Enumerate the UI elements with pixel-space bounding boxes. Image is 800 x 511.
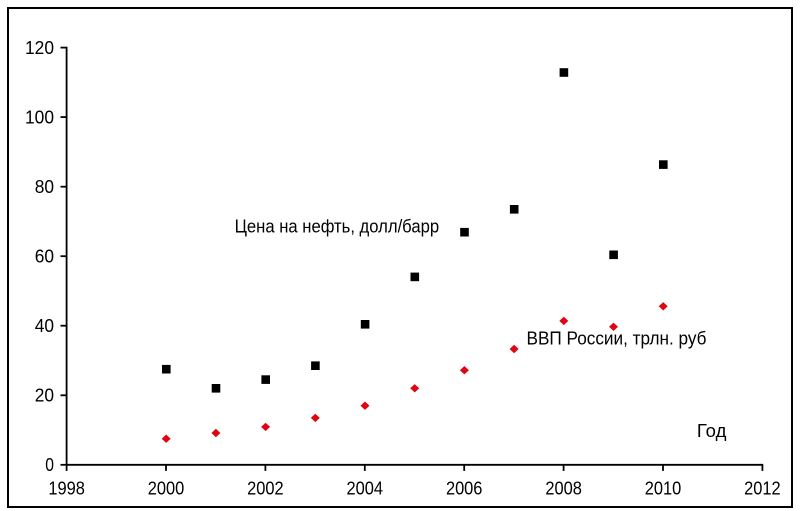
svg-text:2006: 2006 — [446, 479, 483, 499]
svg-text:ВВП России, трлн. руб: ВВП России, трлн. руб — [527, 329, 707, 349]
svg-text:80: 80 — [35, 177, 54, 197]
svg-text:Цена на нефть, долл/барр: Цена на нефть, долл/барр — [235, 217, 440, 237]
svg-text:2004: 2004 — [347, 479, 384, 499]
svg-text:1998: 1998 — [48, 479, 85, 499]
svg-text:120: 120 — [25, 38, 54, 58]
svg-text:40: 40 — [35, 316, 54, 336]
svg-text:60: 60 — [35, 247, 54, 267]
svg-text:20: 20 — [35, 386, 54, 406]
svg-text:2000: 2000 — [148, 479, 185, 499]
svg-text:0: 0 — [45, 455, 54, 475]
svg-text:2010: 2010 — [645, 479, 682, 499]
svg-text:100: 100 — [25, 107, 54, 127]
svg-text:2012: 2012 — [744, 479, 781, 499]
svg-text:2008: 2008 — [545, 479, 582, 499]
svg-text:Год: Год — [697, 421, 727, 441]
svg-text:2002: 2002 — [247, 479, 284, 499]
